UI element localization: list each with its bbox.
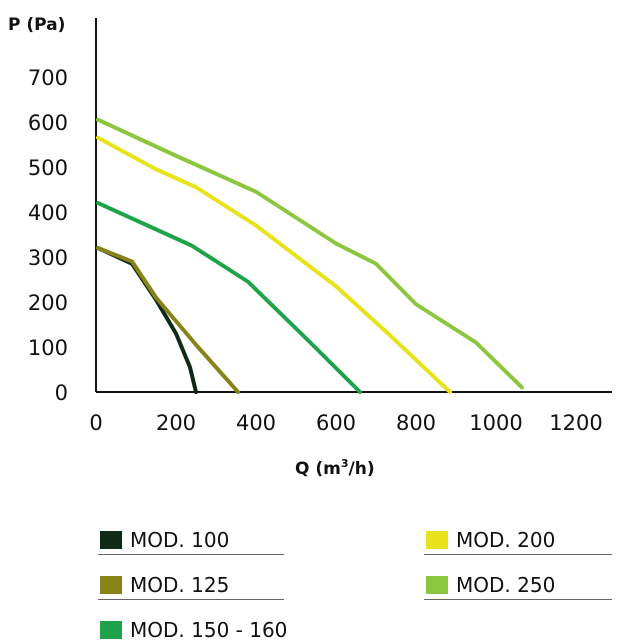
y-tick-label: 600 — [28, 111, 68, 135]
y-tick-label: 100 — [28, 336, 68, 360]
y-tick-label: 300 — [28, 246, 68, 270]
x-tick-label: 600 — [316, 411, 356, 435]
series-line-mod-100 — [96, 246, 198, 394]
y-tick-label: 500 — [28, 156, 68, 180]
x-tick-label: 1200 — [549, 411, 602, 435]
x-tick-label: 0 — [89, 411, 102, 435]
x-tick-label: 1000 — [469, 411, 522, 435]
series-lines — [96, 117, 524, 394]
x-axis-ticks: 0 200 400 600 800 1000 1200 — [89, 411, 602, 435]
y-tick-label: 700 — [28, 66, 68, 90]
series-line-mod-250 — [96, 117, 524, 390]
series-line-mod-150-160 — [96, 201, 362, 394]
x-tick-label: 400 — [236, 411, 276, 435]
y-axis-ticks: 0 100 200 300 400 500 600 700 — [28, 66, 68, 405]
series-line-mod-200 — [96, 135, 452, 394]
y-tick-label: 200 — [28, 291, 68, 315]
y-axis-label: P (Pa) — [8, 15, 65, 35]
y-tick-label: 0 — [55, 381, 68, 405]
x-axis-label: Q (m3/h) — [295, 457, 375, 479]
x-tick-label: 200 — [156, 411, 196, 435]
y-tick-label: 400 — [28, 201, 68, 225]
series-line-mod-125 — [96, 246, 240, 394]
x-tick-label: 800 — [396, 411, 436, 435]
